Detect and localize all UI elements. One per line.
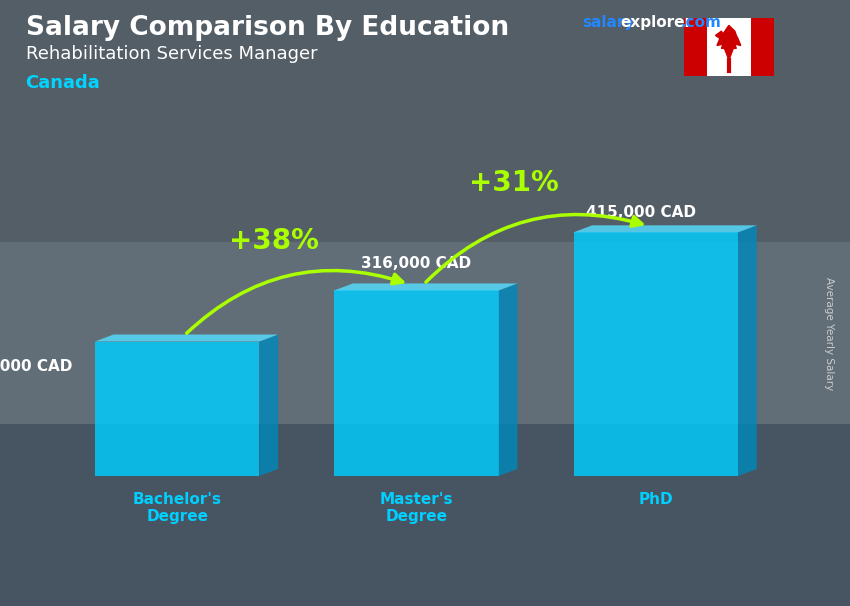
Text: 229,000 CAD: 229,000 CAD [0,359,72,375]
FancyArrowPatch shape [426,215,642,282]
Polygon shape [499,284,518,476]
FancyArrowPatch shape [187,270,403,333]
Polygon shape [738,225,756,476]
Text: Salary Comparison By Education: Salary Comparison By Education [26,15,508,41]
Bar [0,515,850,545]
Bar [0,485,850,515]
Polygon shape [334,290,499,476]
Text: +38%: +38% [230,227,320,255]
Text: Average Yearly Salary: Average Yearly Salary [824,277,834,390]
Polygon shape [334,284,518,290]
Text: Canada: Canada [26,74,100,92]
Bar [0,424,850,454]
Text: PhD: PhD [638,492,673,507]
Bar [751,18,774,76]
Text: +31%: +31% [469,169,558,197]
Text: Rehabilitation Services Manager: Rehabilitation Services Manager [26,45,317,64]
Bar [0,454,850,485]
Polygon shape [716,25,740,60]
Bar [0,152,850,182]
Text: 316,000 CAD: 316,000 CAD [361,256,472,271]
Bar [0,545,850,576]
Bar [684,18,706,76]
Text: 415,000 CAD: 415,000 CAD [586,205,696,219]
Bar [0,333,850,364]
Text: Bachelor's
Degree: Bachelor's Degree [133,492,222,524]
Text: .com: .com [680,15,721,30]
Bar [0,121,850,152]
Text: salary: salary [582,15,635,30]
Polygon shape [574,225,756,232]
Text: Master's
Degree: Master's Degree [380,492,453,524]
Polygon shape [574,232,738,476]
Bar [0,364,850,394]
Bar [0,576,850,606]
Bar [0,394,850,424]
Bar [706,18,751,76]
Text: explorer: explorer [620,15,693,30]
Bar [0,303,850,333]
Bar [0,0,850,30]
Bar [0,212,850,242]
Polygon shape [95,335,278,342]
Bar [0,61,850,91]
Bar [0,182,850,212]
Bar [0,30,850,61]
Polygon shape [95,342,259,476]
Polygon shape [259,335,278,476]
Bar [0,242,850,273]
Bar [0,91,850,121]
Bar [0,273,850,303]
